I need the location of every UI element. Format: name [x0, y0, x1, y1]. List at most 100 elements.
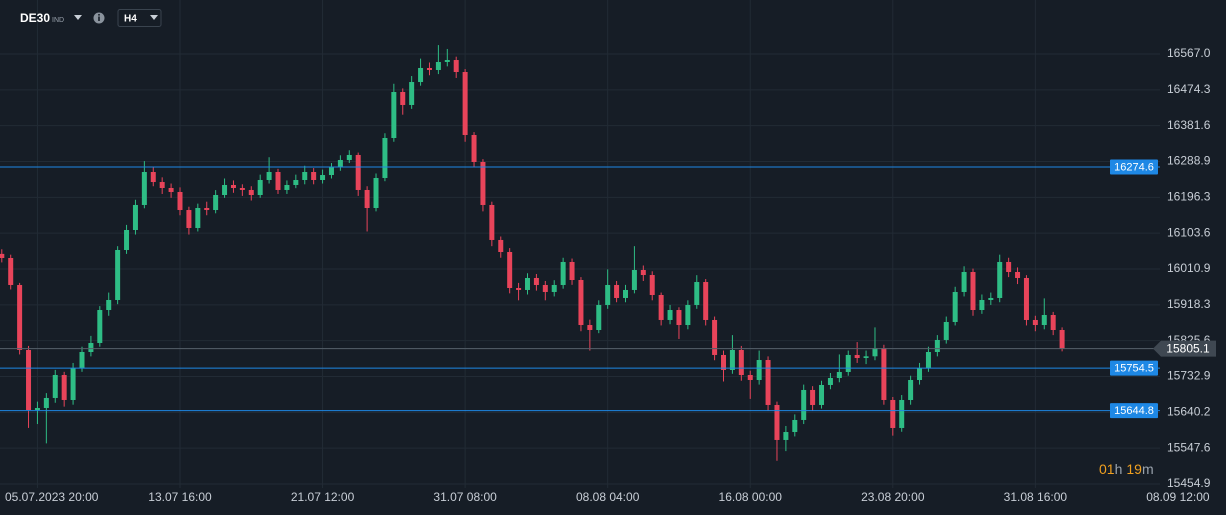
candle-body	[186, 210, 192, 228]
candle-body	[489, 204, 495, 240]
candle-body	[988, 297, 994, 300]
x-tick-label: 08.08 04:00	[576, 490, 640, 504]
candle-body	[132, 204, 138, 231]
overlay: 16567.0 16474.3 16381.6 16288.9 16196.3 16103…	[0, 46, 1216, 504]
level-label-box	[1110, 360, 1158, 376]
candle-body	[605, 284, 611, 305]
candle-body	[391, 91, 397, 139]
candle-body	[141, 171, 147, 205]
candle-body	[337, 160, 343, 168]
candle-body	[418, 67, 424, 83]
countdown: 01h 19m	[1099, 461, 1154, 477]
candle-body	[578, 280, 584, 326]
candle-body	[756, 360, 762, 380]
candle-body	[61, 375, 67, 400]
candle-body	[801, 389, 807, 420]
symbol-badge: IND	[52, 17, 64, 24]
candle-body	[640, 269, 646, 276]
y-tick-label: 16196.3	[1167, 189, 1211, 203]
candle-body	[400, 91, 406, 105]
candle-body	[106, 299, 112, 311]
symbol-dropdown[interactable]	[74, 15, 82, 20]
candle-body	[899, 399, 905, 428]
candle-body	[542, 284, 548, 292]
candle-body	[239, 188, 245, 190]
candle-body	[952, 291, 958, 322]
candle-body	[382, 138, 388, 178]
candle-body	[275, 171, 281, 190]
candle-body	[694, 282, 700, 305]
candle-body	[979, 299, 985, 311]
candle-body	[8, 257, 14, 285]
timeframe-select[interactable]	[117, 9, 162, 27]
y-tick-label: 16010.9	[1167, 261, 1211, 275]
candle-body	[658, 295, 664, 320]
candle-body	[480, 161, 486, 205]
candle-body	[961, 271, 967, 292]
level-label-box	[1110, 403, 1158, 419]
symbol[interactable]: DE30	[20, 11, 50, 25]
candle-body	[26, 349, 32, 411]
candle-body	[213, 195, 219, 211]
candle-body	[355, 154, 361, 190]
candle-body	[560, 261, 566, 285]
candle-body	[177, 191, 183, 211]
candle-body	[738, 349, 744, 376]
candle-body	[150, 171, 156, 183]
y-tick-label: 16474.3	[1167, 82, 1211, 96]
candle-body	[890, 399, 896, 428]
candle-body	[908, 379, 914, 400]
timeframe-dropdown	[150, 15, 158, 20]
candle-body	[507, 252, 513, 289]
candle-body	[970, 271, 976, 311]
candle-body	[649, 275, 655, 296]
candle-body	[623, 289, 628, 298]
candle-body	[551, 284, 557, 292]
candle-body	[97, 310, 103, 343]
candle-body	[596, 304, 602, 330]
candle-body	[524, 277, 530, 290]
y-tick-label: 15732.9	[1167, 369, 1211, 383]
candle-body	[124, 230, 130, 250]
candle-body	[257, 180, 263, 196]
candle-body	[729, 349, 735, 370]
candle-body	[676, 310, 682, 326]
candle-body	[159, 182, 165, 189]
candle-body	[863, 356, 869, 358]
candle-body	[872, 347, 878, 357]
x-tick-label: 31.08 16:00	[1004, 490, 1068, 504]
candle-body	[79, 352, 85, 368]
candle-body	[293, 180, 299, 185]
candle-body	[168, 188, 174, 192]
candle-body	[1032, 319, 1038, 326]
candle-body	[266, 171, 272, 181]
candle-body	[320, 175, 326, 181]
info-icon-stem	[98, 16, 100, 21]
candle-body	[667, 310, 673, 320]
candle-body	[444, 60, 450, 62]
candle-body	[453, 60, 459, 73]
candle-body	[1006, 261, 1012, 272]
candle-body	[311, 171, 317, 181]
candle-body	[364, 189, 370, 208]
candle-body	[587, 325, 593, 330]
candle-body	[712, 319, 718, 355]
candle-body	[52, 375, 58, 398]
countdown-hours: 01	[1099, 461, 1115, 477]
candle-body	[70, 367, 76, 400]
candle-body	[302, 171, 308, 181]
candle-body	[774, 404, 780, 440]
candle-body	[747, 375, 753, 380]
candle-body	[810, 389, 816, 405]
candles	[0, 45, 1065, 461]
candle-body	[435, 61, 441, 70]
candle-body	[1050, 314, 1056, 330]
candle-body	[0, 253, 5, 258]
candle-body	[1041, 314, 1047, 326]
countdown-m: m	[1142, 461, 1154, 477]
candle-body	[115, 249, 121, 300]
x-tick-label: 31.07 08:00	[433, 490, 497, 504]
candle-body	[471, 134, 477, 162]
